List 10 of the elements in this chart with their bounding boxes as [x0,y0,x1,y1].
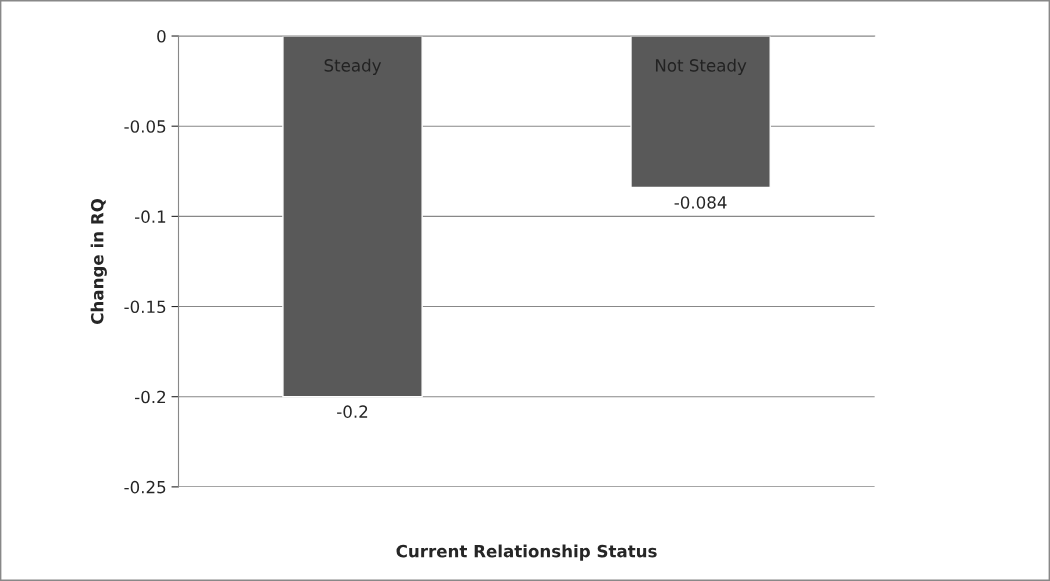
y-tick-label: -0.05 [124,120,166,133]
y-tick-label: -0.2 [134,390,166,404]
y-tick-label: -0.15 [124,300,166,314]
y-tick-label: -0.1 [134,210,166,223]
data-label: -0.084 [674,196,727,209]
y-tick-label: 0 [157,29,166,43]
data-label: -0.2 [337,405,368,418]
x-axis-title: Current Relationship Status [396,544,657,561]
y-axis-title: Change in RQ [90,198,107,324]
y-tick-label: -0.25 [124,480,166,494]
